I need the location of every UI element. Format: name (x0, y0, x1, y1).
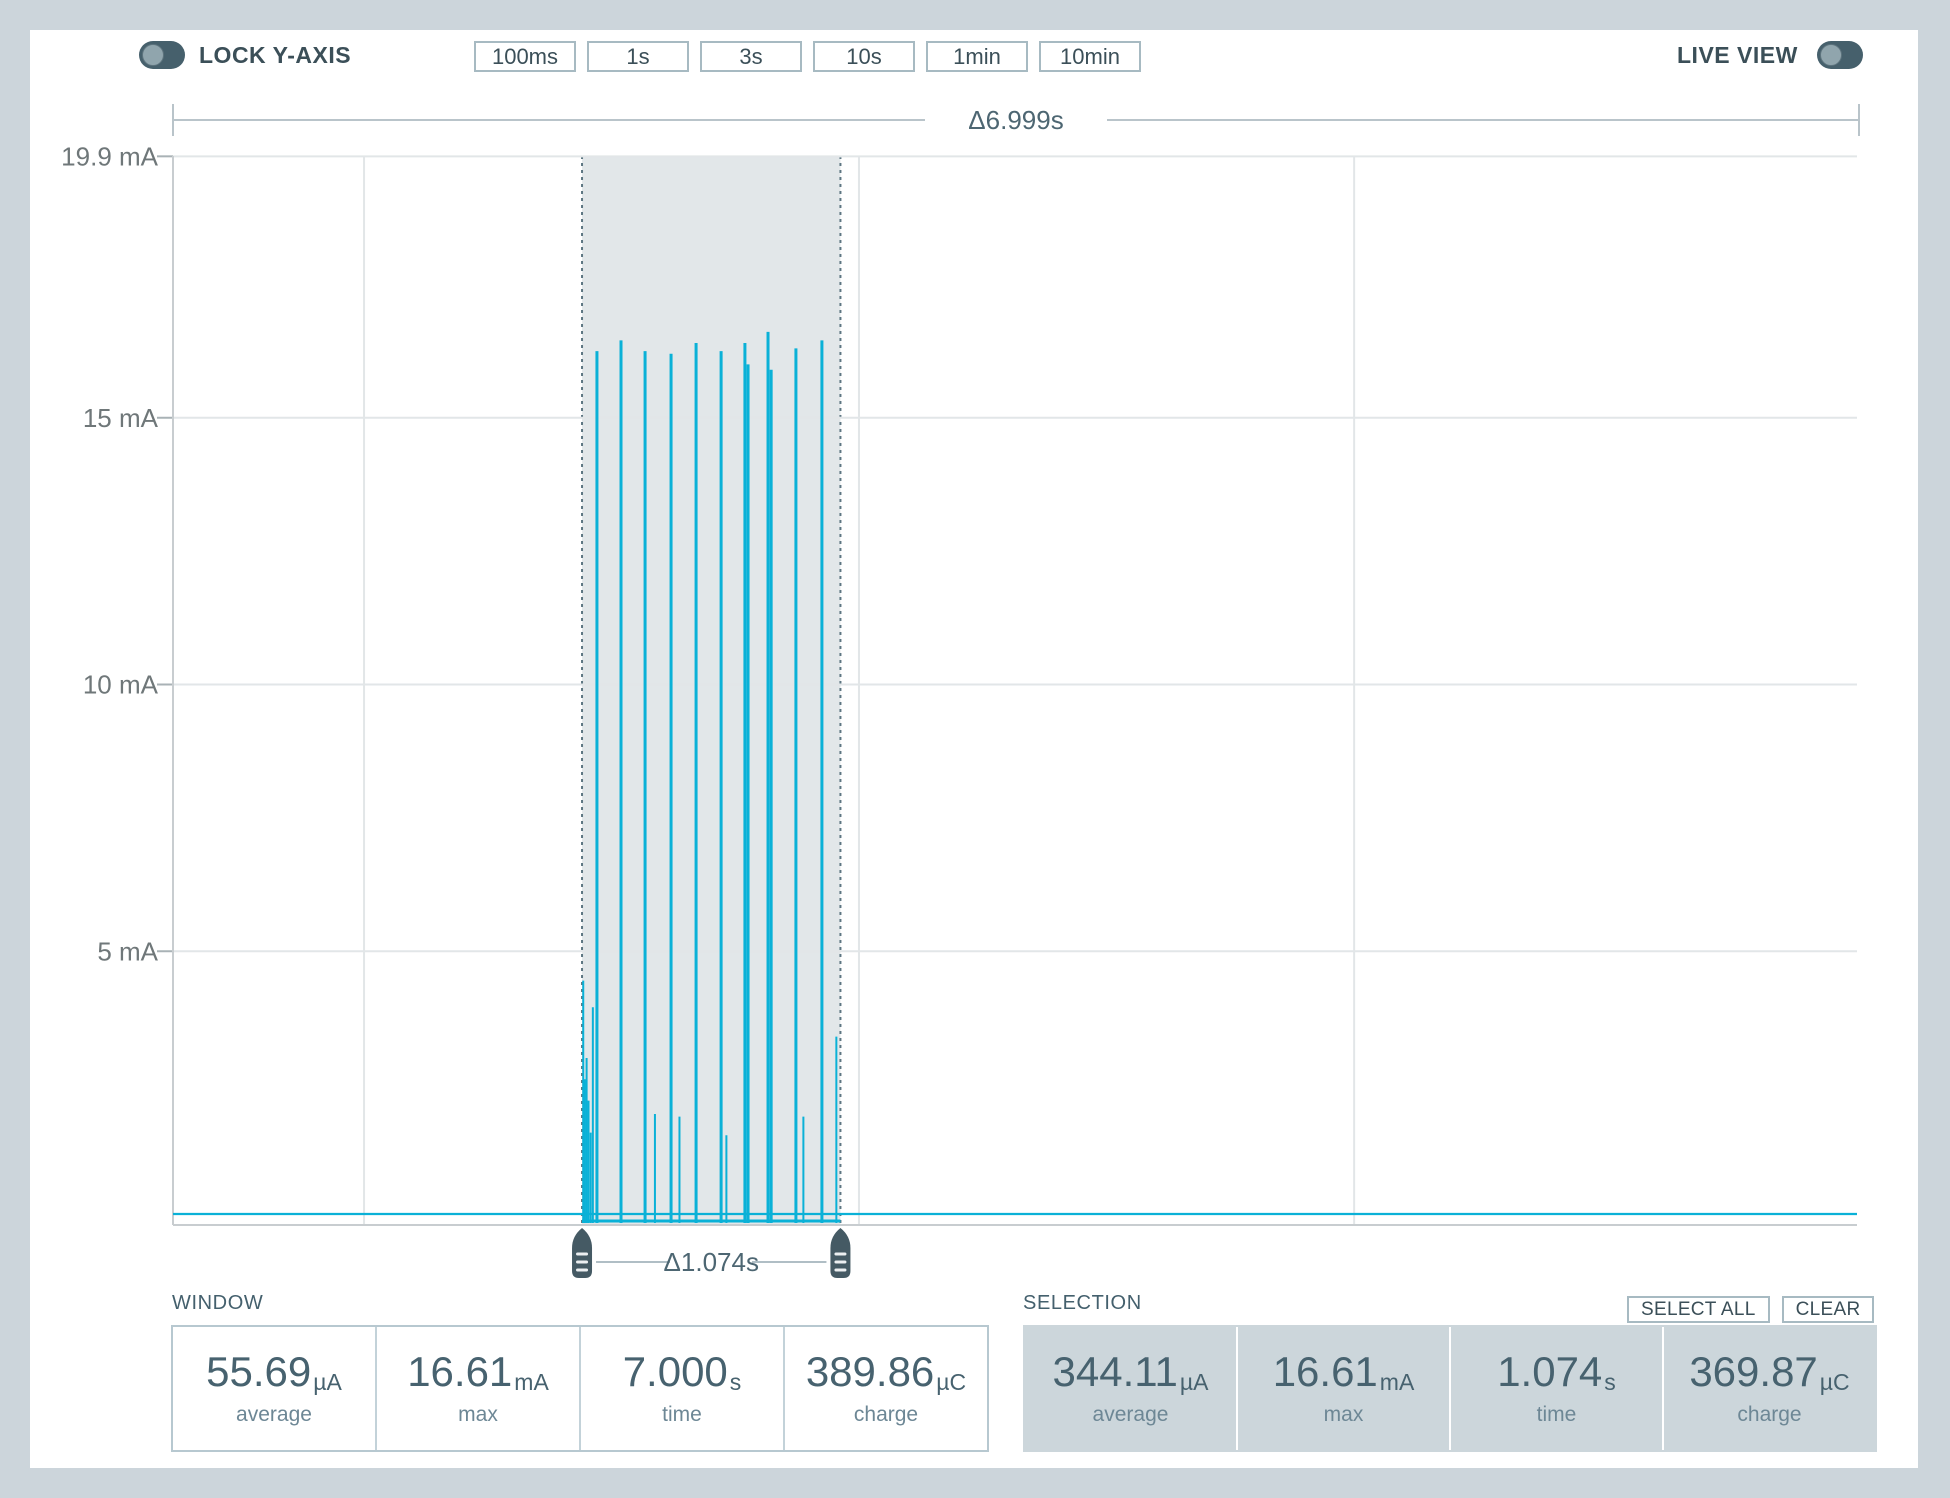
handle-grip-icon (576, 1260, 589, 1264)
selection-actions: SELECT ALL CLEAR (1627, 1296, 1875, 1323)
y-axis-tick-label: 19.9 mA (61, 141, 158, 171)
live-view-label: LIVE VIEW (1677, 42, 1798, 68)
stat-cell-charge: 389.86µC charge (783, 1327, 987, 1450)
stat-value: 16.61mA (1272, 1347, 1415, 1395)
stat-cell-time: 1.074s time (1449, 1327, 1662, 1450)
stat-cell-average: 55.69µA average (173, 1327, 375, 1450)
window-delta-label: Δ6.999s (968, 105, 1063, 135)
stat-value: 1.074s (1497, 1347, 1616, 1395)
stat-label: max (458, 1402, 498, 1426)
y-axis-tick-label: 10 mA (83, 670, 159, 700)
stat-label: time (662, 1402, 702, 1426)
handle-grip-icon (834, 1252, 847, 1256)
stat-label: average (1092, 1402, 1169, 1426)
window-stats-title: WINDOW (172, 1292, 264, 1314)
current-chart[interactable]: 19.9 mA 15 mA 10 mA 5 mA Δ6.999s Δ1.074s (30, 30, 1918, 1468)
toggle-knob-icon (1820, 44, 1842, 66)
y-axis-tick-label: 15 mA (83, 403, 159, 433)
handle-grip-icon (834, 1268, 847, 1272)
stat-value: 344.11µA (1052, 1347, 1209, 1395)
stat-value: 369.87µC (1689, 1347, 1850, 1395)
stat-cell-average: 344.11µA average (1025, 1327, 1236, 1450)
lock-y-axis-label: LOCK Y-AXIS (199, 42, 352, 68)
selection-stats-title: SELECTION (1023, 1292, 1142, 1314)
handle-grip-icon (576, 1268, 589, 1272)
stat-label: charge (853, 1402, 919, 1426)
stat-value: 16.61mA (407, 1347, 549, 1395)
selection-stats-panel: 344.11µA average 16.61mA max 1.074s time 369.8… (1023, 1325, 1877, 1452)
select-all-button[interactable]: SELECT ALL (1627, 1296, 1770, 1323)
stat-value: 55.69µA (206, 1347, 342, 1395)
stat-value: 389.86µC (805, 1347, 967, 1395)
toggle-knob-icon (142, 44, 164, 66)
stat-label: time (1536, 1402, 1577, 1426)
window-stats-panel: 55.69µA average 16.61mA max 7.000s time 389.86… (171, 1325, 989, 1452)
stat-cell-max: 16.61mA max (1236, 1327, 1449, 1450)
time-window-button-10s[interactable]: 10s (813, 41, 915, 72)
handle-grip-icon (834, 1260, 847, 1264)
stat-cell-charge: 369.87µC charge (1662, 1327, 1875, 1450)
time-window-button-100ms[interactable]: 100ms (474, 41, 576, 72)
time-window-button-1s[interactable]: 1s (587, 41, 689, 72)
y-axis-tick-label: 5 mA (97, 936, 158, 966)
time-window-button-3s[interactable]: 3s (700, 41, 802, 72)
stat-label: average (236, 1402, 312, 1426)
handle-grip-icon (576, 1252, 589, 1256)
stat-cell-time: 7.000s time (579, 1327, 783, 1450)
stat-value: 7.000s (622, 1347, 742, 1395)
live-view-toggle[interactable] (1817, 41, 1863, 69)
stat-label: charge (1737, 1402, 1802, 1426)
stat-cell-max: 16.61mA max (375, 1327, 579, 1450)
time-window-button-10min[interactable]: 10min (1039, 41, 1141, 72)
time-window-button-group: 100ms 1s 3s 10s 1min 10min (474, 41, 1141, 72)
stat-label: max (1323, 1402, 1364, 1426)
time-window-button-1min[interactable]: 1min (926, 41, 1028, 72)
main-panel: LOCK Y-AXIS 100ms 1s 3s 10s 1min 10min LIVE V… (30, 30, 1918, 1468)
selection-delta-label: Δ1.074s (664, 1247, 759, 1277)
lock-y-axis-toggle[interactable] (139, 41, 185, 69)
clear-button[interactable]: CLEAR (1781, 1296, 1875, 1323)
